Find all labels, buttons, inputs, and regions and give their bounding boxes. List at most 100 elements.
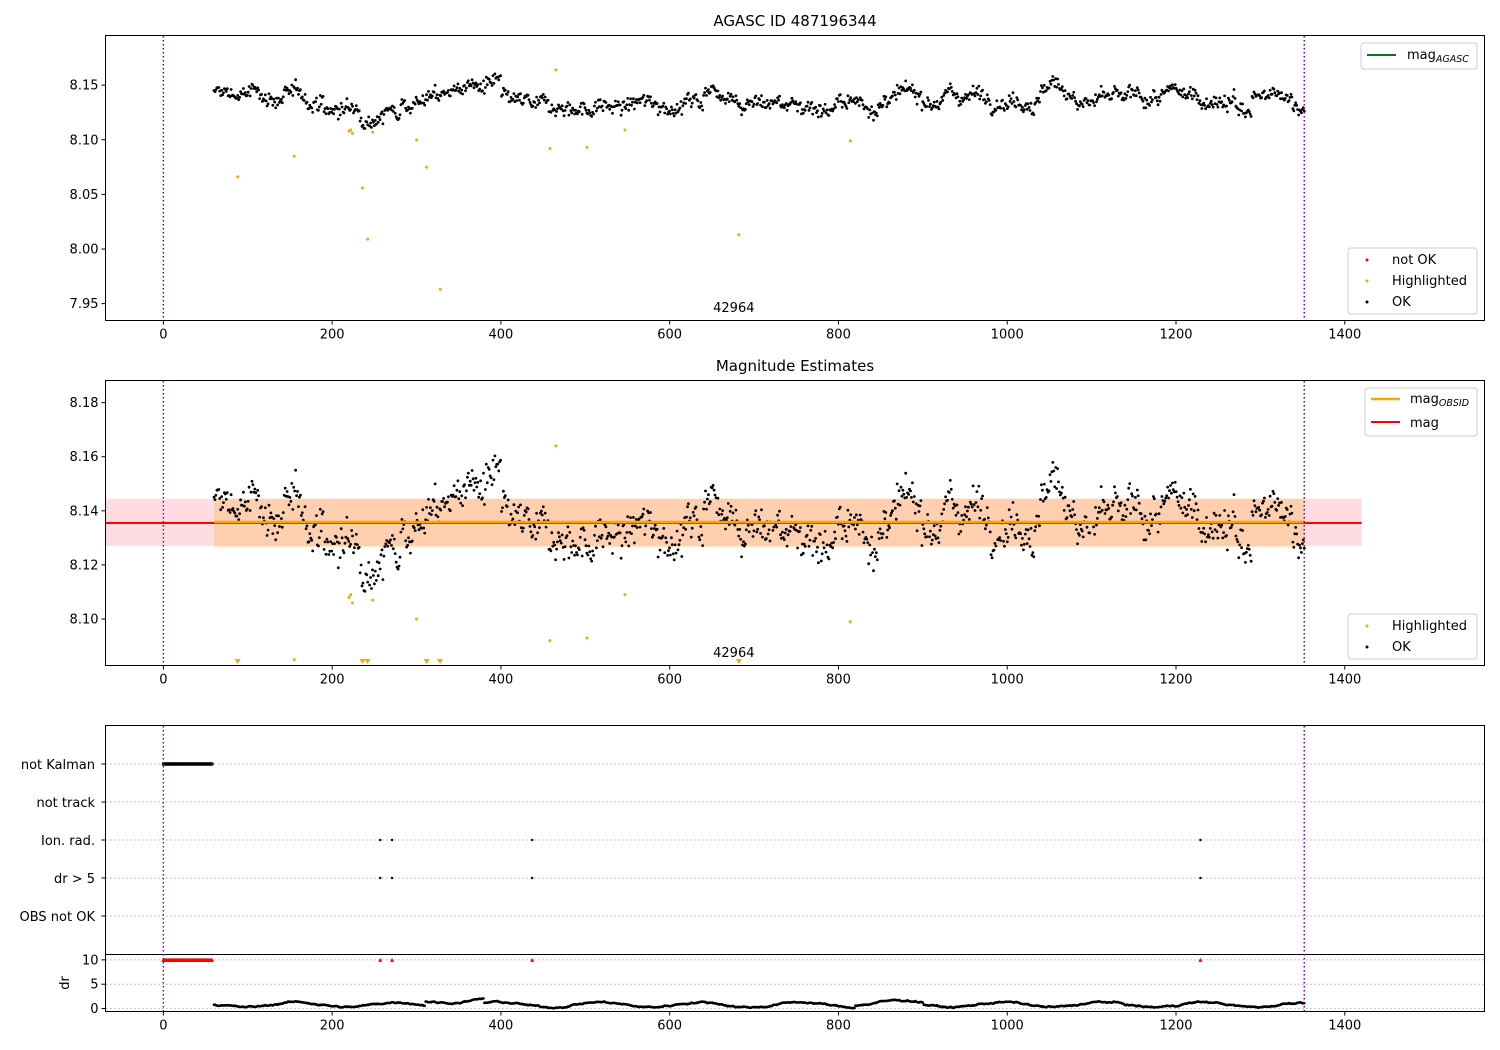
ok-point (569, 109, 573, 112)
ok-point (1113, 85, 1116, 88)
ok-point (819, 114, 823, 118)
ok-point (904, 79, 908, 83)
ok-point (800, 553, 803, 557)
flag-point (166, 762, 171, 766)
ok-point (642, 507, 646, 511)
ok-point (1194, 502, 1198, 506)
ok-point (452, 484, 456, 488)
ok-point (326, 107, 330, 111)
ok-point (845, 540, 849, 543)
ok-point (427, 497, 430, 501)
ok-point (703, 500, 706, 504)
ok-point (955, 92, 959, 96)
highlighted-point (371, 598, 375, 602)
ok-point (302, 99, 306, 102)
ok-point (476, 83, 480, 86)
ok-point (1302, 109, 1306, 113)
ok-point (371, 568, 374, 572)
ok-point (733, 523, 737, 527)
ok-point (977, 84, 981, 88)
ok-point (702, 507, 705, 511)
ok-point (1071, 94, 1075, 97)
ok-point (1190, 97, 1194, 101)
ok-point (600, 104, 604, 108)
ok-point (978, 97, 982, 101)
ok-point (817, 115, 820, 119)
ok-point (1231, 95, 1235, 98)
ok-point (608, 542, 612, 545)
ok-point (1002, 539, 1005, 543)
ok-point (665, 541, 668, 544)
ok-point (625, 531, 629, 534)
ok-point (875, 558, 879, 562)
ok-point (704, 86, 707, 90)
ok-point (1006, 536, 1010, 539)
ok-point (1276, 89, 1280, 93)
ok-point (212, 495, 216, 499)
ok-point (595, 546, 598, 550)
ok-point (492, 478, 496, 481)
ok-point (469, 483, 473, 487)
ok-point (872, 118, 875, 122)
ok-point (1197, 527, 1201, 530)
ok-point (512, 92, 516, 95)
ok-point (861, 530, 865, 534)
ok-point (1207, 533, 1210, 537)
ok-point (1112, 500, 1115, 504)
ok-point (698, 538, 702, 542)
ok-point (491, 458, 495, 462)
ok-point (681, 533, 685, 537)
ok-point (594, 524, 597, 528)
ok-point (1009, 515, 1013, 519)
ok-point (482, 79, 485, 83)
ok-point (430, 94, 434, 98)
ok-point (810, 101, 814, 104)
ok-point (1128, 83, 1132, 87)
x-tick-label: 600 (657, 673, 682, 688)
ok-point (345, 515, 349, 519)
ok-point (317, 105, 321, 109)
ok-point (514, 509, 518, 513)
ok-point (697, 535, 701, 539)
highlighted-point (548, 147, 552, 151)
ok-point (1003, 109, 1006, 112)
ok-point (1188, 498, 1191, 502)
ok-point (1123, 92, 1127, 96)
ok-point (836, 97, 839, 100)
ok-point (257, 494, 260, 498)
ok-legend-label: OK (1392, 295, 1411, 310)
ok-point (1208, 105, 1211, 109)
ok-point (413, 529, 417, 532)
ok-point (1019, 103, 1022, 107)
ok-point (1283, 97, 1287, 100)
ok-point (847, 525, 851, 529)
ok-point (999, 106, 1002, 110)
ok-point (1013, 533, 1017, 537)
ok-point (755, 530, 759, 534)
ok-point (827, 114, 831, 117)
ok-point (317, 108, 320, 112)
ok-point (641, 512, 645, 516)
ok-point (1301, 542, 1304, 545)
ok-point (355, 543, 359, 546)
ok-point (950, 497, 954, 501)
ok-point (384, 542, 388, 546)
ok-point (560, 104, 564, 108)
highlighted-point (623, 128, 627, 132)
ok-point (427, 90, 430, 93)
ok-point (1014, 105, 1018, 109)
ok-point (789, 101, 793, 104)
ok-point (946, 498, 949, 502)
ok-point (885, 105, 889, 109)
ok-point (1072, 500, 1076, 503)
ok-point (512, 503, 516, 507)
ok-point (837, 100, 840, 103)
ok-point (662, 527, 666, 530)
ok-point (687, 502, 690, 506)
flags-gridlines (106, 763, 1484, 917)
ok-point (1060, 491, 1063, 495)
ok-point (516, 511, 519, 515)
ok-point (264, 99, 268, 103)
y-tick-label: 8.16 (70, 450, 99, 465)
ok-point (1262, 499, 1265, 503)
